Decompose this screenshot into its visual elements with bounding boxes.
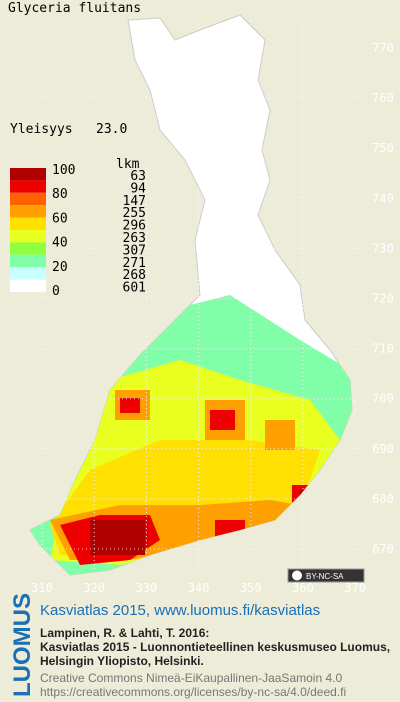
legend-swatch: [10, 242, 46, 255]
legend-swatch: [10, 279, 46, 292]
license-badge: [287, 568, 365, 583]
x-label: 320: [83, 581, 105, 595]
cells-orange: [265, 420, 295, 450]
legend-swatch: [10, 192, 46, 206]
cells-darkred: [90, 520, 145, 555]
legend-count: 601: [123, 281, 146, 296]
license-text: Creative Commons Nimeä-EiKaupallinen-Jaa…: [40, 671, 342, 685]
x-label: 340: [188, 581, 210, 595]
y-label: 750: [372, 141, 394, 155]
legend-scale-label: 60: [52, 211, 68, 226]
citation: Helsingin Yliopisto, Helsinki.: [40, 654, 204, 668]
count-header: lkm: [116, 157, 140, 172]
headline: Kasviatlas 2015, www.luomus.fi/kasviatla…: [40, 602, 320, 619]
species-title: Glyceria fluitans: [8, 1, 141, 16]
logo: LUOMUS: [9, 593, 36, 697]
legend-count: 271: [123, 256, 146, 271]
legend-swatch: [10, 168, 46, 181]
legend-swatch: [10, 217, 46, 230]
legend-swatch: [10, 267, 46, 280]
y-label: 740: [372, 191, 394, 205]
distribution: [30, 295, 352, 575]
legend-count: 307: [123, 243, 146, 258]
legend-swatch: [10, 230, 46, 243]
frequency-label: Yleisyys: [10, 122, 73, 137]
y-label: 770: [372, 41, 394, 55]
x-label: 370: [344, 581, 366, 595]
license-url: https://creativecommons.org/licenses/by-…: [40, 685, 346, 699]
legend-count: 147: [123, 194, 146, 209]
legend-scale-label: 20: [52, 260, 68, 275]
legend-scale-label: 80: [52, 187, 68, 202]
legend-scale-label: 0: [52, 284, 60, 299]
y-label: 670: [372, 542, 394, 556]
legend-count: 255: [123, 206, 146, 221]
y-label: 710: [372, 342, 394, 356]
legend-swatch: [10, 180, 46, 193]
y-label: 730: [372, 241, 394, 255]
legend-count: 263: [123, 231, 146, 246]
y-label: 690: [372, 442, 394, 456]
y-label: 760: [372, 91, 394, 105]
cc-icon: [292, 570, 302, 581]
grid: 310 320 330 340 350 360 370 770 760 750 740 730 720 7…: [30, 20, 394, 595]
y-label: 700: [372, 392, 394, 406]
y-label: 720: [372, 292, 394, 306]
cells-red: [120, 398, 140, 413]
legend-count: 63: [130, 169, 146, 184]
cells-red: [210, 410, 235, 430]
citation: Kasviatlas 2015 - Luonnontieteellinen ke…: [40, 640, 390, 654]
legend-scale-label: 100: [52, 163, 75, 178]
legend-count: 268: [123, 268, 146, 283]
legend-count: 296: [123, 219, 146, 234]
frequency-value: 23.0: [96, 122, 127, 137]
citation: Lampinen, R. & Lahti, T. 2016:: [40, 626, 209, 640]
y-label: 680: [372, 492, 394, 506]
legend-swatch: [10, 205, 46, 218]
license-badge-text: BY-NC-SA: [306, 572, 344, 581]
x-label: 330: [136, 581, 158, 595]
legend-scale-label: 40: [52, 236, 68, 251]
legend-count: 94: [130, 181, 146, 196]
x-label: 350: [240, 581, 262, 595]
x-label: 310: [31, 581, 53, 595]
legend-swatch: [10, 254, 46, 268]
x-label: 360: [292, 581, 314, 595]
